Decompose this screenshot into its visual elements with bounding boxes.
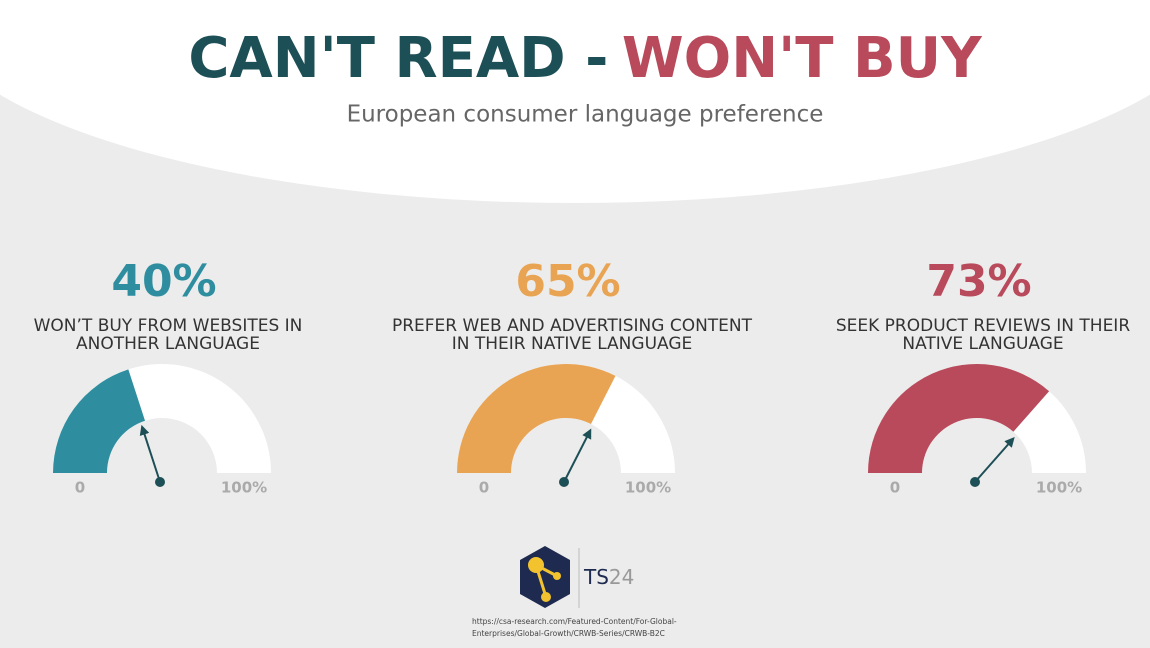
logo: TS24 <box>520 546 634 608</box>
gauge-label: SEEK PRODUCT REVIEWS IN THEIR <box>836 316 1130 336</box>
logo-text: TS24 <box>583 565 634 589</box>
gauge-tick-label: 100% <box>625 479 671 497</box>
gauge-label: IN THEIR NATIVE LANGUAGE <box>452 334 693 354</box>
gauge-pivot <box>155 477 165 487</box>
title: CAN'T READ - WON'T BUY <box>188 26 983 91</box>
logo-dot <box>541 592 551 602</box>
gauge-label: PREFER WEB AND ADVERTISING CONTENT <box>392 316 753 336</box>
gauge-label: ANOTHER LANGUAGE <box>76 334 260 354</box>
logo-text-part: 24 <box>609 565 634 589</box>
gauge-needle <box>563 428 592 483</box>
gauge-tick-label: 100% <box>1036 479 1082 497</box>
gauge-tick-label: 0 <box>75 479 85 497</box>
logo-dot <box>553 572 561 580</box>
gauge-value-arc <box>53 369 146 473</box>
gauge-needle <box>974 436 1015 483</box>
source: https://csa-research.com/Featured-Conten… <box>472 617 677 626</box>
gauge-label: NATIVE LANGUAGE <box>902 334 1063 354</box>
gauge-tick-label: 0 <box>479 479 489 497</box>
gauge-value-arc <box>868 364 1050 473</box>
logo-text-part: TS <box>583 565 609 589</box>
gauge-label: WON’T BUY FROM WEBSITES IN <box>34 316 303 336</box>
value-label: 40% <box>111 256 216 307</box>
header-ellipse <box>0 0 1150 203</box>
source: Enterprises/Global-Growth/CRWB-Series/CR… <box>472 629 665 638</box>
gauge-tick-label: 0 <box>890 479 900 497</box>
gauge-needle <box>139 424 161 483</box>
gauge-value-arc <box>457 363 616 473</box>
value-label: 65% <box>515 256 620 307</box>
gauge-pivot <box>559 477 569 487</box>
title-part: CAN'T READ - <box>188 26 606 91</box>
title-part: WON'T BUY <box>622 26 983 91</box>
logo-dot <box>528 557 544 573</box>
value-label: 73% <box>926 256 1031 307</box>
gauge-pivot <box>970 477 980 487</box>
gauge-tick-label: 100% <box>221 479 267 497</box>
subtitle: European consumer language preference <box>347 102 824 128</box>
